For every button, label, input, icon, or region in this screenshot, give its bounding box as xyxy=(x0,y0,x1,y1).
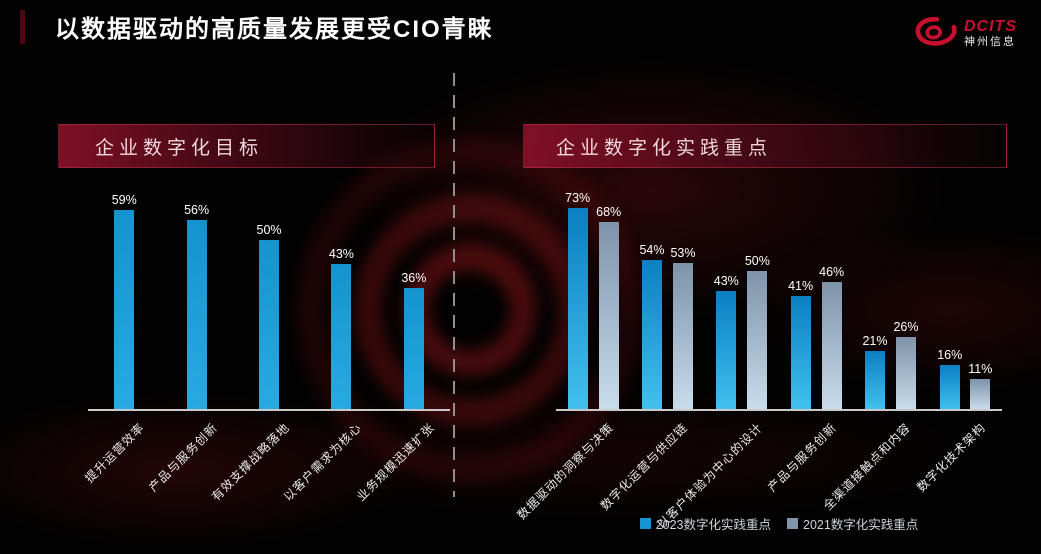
bar-value-label: 59% xyxy=(111,193,137,207)
bar-with-value: 43% xyxy=(329,247,354,409)
bar-group: 50% xyxy=(233,189,305,409)
bar xyxy=(864,351,885,409)
page-title: 以数据驱动的高质量发展更受CIO青睐 xyxy=(55,16,494,43)
bar xyxy=(790,296,811,409)
bar-with-value: 73% xyxy=(565,191,590,409)
bar-with-value: 11% xyxy=(968,362,992,409)
company-logo: DCITS 神州信息 xyxy=(914,14,1017,52)
category-slot: 全渠道接触点和内容 xyxy=(821,409,927,519)
goals-bar-chart: 59% 56% 50% 43% 36% 提升运营效率 产品与服务创新 有效支撑战略落地 以客户… xyxy=(82,189,450,504)
bar xyxy=(747,271,768,409)
practice-bar-chart: 73% 68% 54% 53% 43% 50% 41% 46% 21% 26% 16% 11% 数据驱… xyxy=(515,189,1002,531)
right-chart-header: 企业数字化实践重点 xyxy=(523,124,1007,168)
legend-swatch-icon xyxy=(787,518,798,529)
bar-group: 73% 68% xyxy=(556,189,630,409)
goals-category-labels: 提升运营效率 产品与服务创新 有效支撑战略落地 以客户需求为核心 业务规模迅速扩张 xyxy=(82,409,450,519)
bar-value-label: 21% xyxy=(862,334,888,348)
bar-with-value: 56% xyxy=(184,203,209,409)
bar-with-value: 50% xyxy=(257,223,282,409)
bar-value-label: 26% xyxy=(893,320,919,334)
bar-with-value: 46% xyxy=(819,265,844,409)
bar-value-label: 43% xyxy=(713,274,739,288)
category-slot: 提升运营效率 xyxy=(82,409,160,519)
left-chart-header-label: 企业数字化目标 xyxy=(95,137,264,159)
legend-label: 2023数字化实践重点 xyxy=(655,518,771,532)
bar-with-value: 43% xyxy=(714,274,739,409)
bar-group: 16% 11% xyxy=(928,189,1002,409)
bar-group: 59% xyxy=(88,189,160,409)
bar xyxy=(259,240,280,409)
bar-with-value: 59% xyxy=(112,193,137,409)
chart-legend: 2023数字化实践重点 2021数字化实践重点 xyxy=(556,514,1002,533)
left-chart-header: 企业数字化目标 xyxy=(58,124,435,168)
bar xyxy=(186,220,207,409)
bar xyxy=(598,222,619,409)
bar-with-value: 53% xyxy=(670,246,696,409)
bar-value-label: 68% xyxy=(596,205,622,219)
bar-value-label: 36% xyxy=(401,271,427,285)
bar-value-label: 16% xyxy=(937,348,963,362)
bar xyxy=(821,282,842,409)
bar-group: 56% xyxy=(160,189,232,409)
category-slot: 业务规模迅速扩张 xyxy=(354,409,450,519)
category-slot: 数字化技术架构 xyxy=(914,409,1002,519)
bar-group: 36% xyxy=(378,189,450,409)
bar xyxy=(567,208,588,409)
bar-value-label: 56% xyxy=(184,203,210,217)
bar xyxy=(641,260,662,409)
category-label: 提升运营效率 xyxy=(82,420,148,486)
bar xyxy=(331,264,352,409)
bar-group: 54% 53% xyxy=(630,189,704,409)
title-accent-bar xyxy=(20,10,25,44)
bar-value-label: 46% xyxy=(819,265,845,279)
bar-value-label: 41% xyxy=(788,279,814,293)
bar xyxy=(114,210,135,409)
bar-value-label: 73% xyxy=(565,191,591,205)
bar-group: 43% 50% xyxy=(705,189,779,409)
bar-with-value: 41% xyxy=(788,279,813,409)
bar xyxy=(673,263,693,409)
bar-with-value: 26% xyxy=(893,320,919,409)
category-slot: 产品与服务创新 xyxy=(146,409,232,519)
right-chart-header-label: 企业数字化实践重点 xyxy=(556,137,773,159)
bar-value-label: 43% xyxy=(328,247,354,261)
bar xyxy=(895,337,916,409)
practice-category-labels: 数据驱动的洞察与决策 数字化运营与供应链 以客户体验为中心的设计 产品与服务创新 全渠道… xyxy=(515,409,1002,531)
bar-value-label: 50% xyxy=(256,223,282,237)
bar-group: 41% 46% xyxy=(779,189,853,409)
bar xyxy=(403,288,424,409)
legend-swatch-icon xyxy=(639,518,651,529)
bar xyxy=(970,379,991,409)
bar xyxy=(716,291,737,409)
legend-item: 2023数字化实践重点 xyxy=(639,514,771,533)
logo-text: DCITS 神州信息 xyxy=(964,18,1017,48)
bar-with-value: 68% xyxy=(596,205,621,409)
dcits-swirl-icon xyxy=(915,16,957,46)
category-slot: 有效支撑战略落地 xyxy=(209,409,305,519)
bar-with-value: 21% xyxy=(862,334,887,409)
bar-with-value: 50% xyxy=(745,254,770,409)
bar-value-label: 54% xyxy=(639,243,665,257)
category-slot: 以客户需求为核心 xyxy=(281,409,377,519)
bar xyxy=(939,365,960,409)
bar-value-label: 53% xyxy=(670,246,696,260)
goals-bars: 59% 56% 50% 43% 36% xyxy=(88,189,450,409)
bar-value-label: 11% xyxy=(968,362,993,376)
logo-brand: DCITS xyxy=(964,18,1017,36)
section-divider xyxy=(453,73,455,497)
legend-item: 2021数字化实践重点 xyxy=(787,514,918,533)
bar-value-label: 50% xyxy=(744,254,770,268)
bar-group: 21% 26% xyxy=(853,189,927,409)
bar-with-value: 54% xyxy=(639,243,664,409)
practice-bars: 73% 68% 54% 53% 43% 50% 41% 46% 21% 26% 16% 11% xyxy=(556,189,1002,409)
category-slot: 以客户体验为中心的设计 xyxy=(654,409,779,531)
bar-with-value: 16% xyxy=(937,348,962,409)
logo-subbrand: 神州信息 xyxy=(964,35,1016,48)
bar-group: 43% xyxy=(305,189,377,409)
legend-label: 2021数字化实践重点 xyxy=(803,518,919,532)
bar-with-value: 36% xyxy=(401,271,426,409)
